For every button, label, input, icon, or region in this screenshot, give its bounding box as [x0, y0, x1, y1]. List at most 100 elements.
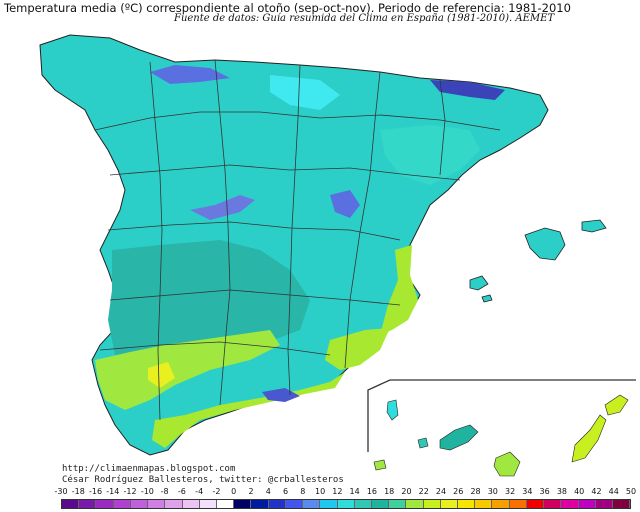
legend-swatch — [62, 500, 80, 508]
legend-label: 20 — [401, 487, 412, 496]
legend-label: -30 — [54, 487, 68, 496]
legend-swatch — [165, 500, 183, 508]
legend-label: 32 — [504, 487, 516, 496]
legend-swatch — [371, 500, 390, 508]
legend-swatch — [182, 500, 200, 508]
legend-swatch — [526, 500, 545, 508]
legend-label: -8 — [160, 487, 169, 496]
legend-label: 14 — [349, 487, 360, 496]
legend-label: -10 — [140, 487, 154, 496]
legend-label: 16 — [366, 487, 377, 496]
legend-swatch — [130, 500, 149, 508]
credit-author: César Rodríguez Ballesteros, twitter: @c… — [62, 475, 344, 485]
legend-swatch — [251, 500, 269, 508]
legend-swatch — [458, 500, 476, 508]
legend-swatch — [492, 500, 510, 508]
legend-label: 50 — [625, 487, 637, 496]
south-coast-warm — [152, 372, 345, 448]
valencia-coast-warm — [380, 245, 418, 335]
legend-swatch — [578, 500, 596, 508]
legend-swatch — [337, 500, 355, 508]
el-hierro — [373, 459, 387, 471]
legend-swatch — [268, 500, 286, 508]
legend-swatch — [544, 500, 562, 508]
color-legend: -30 -18 -16 -14 -12 -10 -8 -6 -4 -2 0 2 4 6 8 10 12 14 16 1… — [54, 487, 636, 511]
legend-swatch — [216, 500, 235, 508]
legend-swatch — [440, 500, 459, 508]
formentera — [481, 294, 493, 303]
map-title: Temperatura media (ºC) correspondiente a… — [4, 1, 571, 15]
legend-label: 26 — [453, 487, 464, 496]
legend-label: -14 — [106, 487, 120, 496]
legend-label: -18 — [71, 487, 85, 496]
legend-label: 24 — [435, 487, 447, 496]
legend-swatch — [509, 500, 527, 508]
legend-swatch — [148, 500, 166, 508]
la-palma — [386, 399, 399, 421]
fuerteventura — [571, 414, 607, 463]
legend-swatch — [96, 500, 114, 508]
legend-swatch — [389, 500, 407, 508]
murcia-warm — [325, 328, 390, 370]
canary-inset — [367, 379, 636, 477]
iberico-cold — [330, 190, 360, 218]
legend-label: 10 — [314, 487, 326, 496]
legend-swatch — [354, 500, 372, 508]
legend-label: 4 — [265, 487, 271, 496]
legend-label: 36 — [539, 487, 550, 496]
province-borders — [94, 59, 501, 421]
mallorca — [524, 227, 566, 261]
legend-label: 0 — [231, 487, 237, 496]
tenerife — [439, 424, 479, 451]
credit-url[interactable]: http://climaenmapas.blogspot.com — [62, 464, 236, 474]
guadalquivir-warm — [95, 330, 280, 410]
legend-label: 22 — [418, 487, 429, 496]
legend-label: 30 — [487, 487, 498, 496]
sistema-central-cold — [190, 195, 255, 220]
ibiza — [469, 275, 489, 291]
gran-canaria — [493, 451, 521, 477]
legend-label: 42 — [591, 487, 602, 496]
legend-labels: -30 -18 -16 -14 -12 -10 -8 -6 -4 -2 0 2 4 6 8 10 12 14 16 1… — [54, 487, 636, 498]
legend-swatch — [423, 500, 441, 508]
north-light-zone — [270, 75, 340, 110]
legend-label: -4 — [195, 487, 204, 496]
la-gomera — [417, 437, 429, 449]
legend-label: 44 — [608, 487, 619, 496]
legend-swatch — [475, 500, 493, 508]
legend-label: -2 — [212, 487, 221, 496]
legend-swatch — [613, 500, 631, 508]
legend-label: 28 — [470, 487, 481, 496]
legend-label: -16 — [88, 487, 103, 496]
ebro-valley — [380, 125, 480, 185]
legend-label: 18 — [384, 487, 395, 496]
legend-label: 6 — [282, 487, 289, 496]
legend-label: -6 — [177, 487, 186, 496]
lanzarote — [604, 394, 629, 416]
legend-bar — [61, 499, 631, 509]
legend-swatch — [303, 500, 321, 508]
legend-label: 2 — [248, 487, 254, 496]
map-subtitle: Fuente de datos: Guía resumida del Clima… — [174, 13, 555, 24]
legend-swatch — [595, 500, 613, 508]
legend-label: 8 — [300, 487, 306, 496]
canary-inset-frame — [367, 379, 636, 452]
legend-swatch — [561, 500, 579, 508]
menorca — [581, 219, 607, 233]
legend-label: 34 — [522, 487, 533, 496]
legend-label: 40 — [574, 487, 585, 496]
legend-swatch — [234, 500, 252, 508]
legend-label: 12 — [332, 487, 343, 496]
legend-swatch — [199, 500, 217, 508]
sierra-nevada-cold — [262, 388, 300, 402]
legend-swatch — [320, 500, 338, 508]
legend-swatch — [406, 500, 424, 508]
legend-label: -12 — [123, 487, 137, 496]
legend-swatch — [285, 500, 304, 508]
legend-swatch — [113, 500, 131, 508]
sevilla-hot — [148, 362, 175, 388]
legend-swatch — [79, 500, 97, 508]
legend-label: 38 — [556, 487, 567, 496]
pyrenees-cold — [430, 80, 505, 100]
